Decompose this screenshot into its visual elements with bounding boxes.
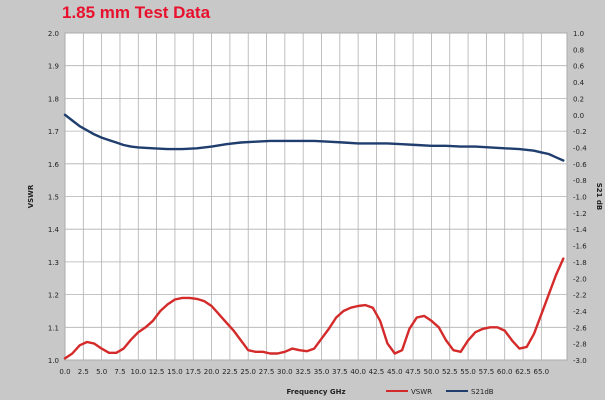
x-tick-label: 25.0 [240,368,256,376]
series-line-s21db [63,113,565,162]
y2-tick-label: -0.8 [573,177,587,185]
x-tick-label: 65.0 [534,368,550,376]
x-tick-label: 35.0 [314,368,330,376]
y2-tick-label: -3.0 [573,357,587,365]
chart-title: 1.85 mm Test Data [62,3,211,22]
x-tick-label: 2.5 [78,368,89,376]
y2-tick-label: -1.4 [573,226,587,234]
x-tick-label: 12.5 [149,368,165,376]
y2-tick-label: -0.6 [573,161,587,169]
x-tick-label: 47.5 [405,368,421,376]
y2-axis-label: S21 dB [595,183,603,211]
x-tick-label: 20.0 [204,368,220,376]
y-tick-label: 1.4 [48,226,60,234]
x-tick-label: 27.5 [259,368,275,376]
x-tick-label: 7.5 [114,368,125,376]
x-tick-label: 22.5 [222,368,238,376]
y2-tick-label: -1.6 [573,243,587,251]
x-tick-label: 30.0 [277,368,293,376]
y-tick-label: 1.7 [48,128,59,136]
x-tick-label: 52.5 [442,368,458,376]
x-tick-label: 37.5 [332,368,348,376]
y-tick-label: 2.0 [48,30,59,38]
y2-tick-label: -1.0 [573,194,587,202]
y2-tick-label: 0.8 [573,46,584,54]
y2-tick-label: -1.2 [573,210,587,218]
y2-tick-label: 1.0 [573,30,584,38]
y2-tick-label: 0.4 [573,79,585,87]
y-tick-label: 1.5 [48,194,59,202]
y2-tick-label: -0.2 [573,128,587,136]
x-tick-label: 42.5 [369,368,385,376]
y-tick-label: 1.6 [48,161,60,169]
y2-tick-label: 0.0 [573,112,584,120]
y-tick-label: 1.9 [48,63,59,71]
y-tick-label: 1.3 [48,259,59,267]
y2-tick-label: -1.8 [573,259,587,267]
y-tick-label: 1.0 [48,357,59,365]
y2-tick-label: 0.2 [573,95,584,103]
y2-tick-label: -2.0 [573,275,587,283]
y-axis-label: VSWR [27,184,35,208]
y-tick-label: 1.2 [48,292,59,300]
x-tick-label: 10.0 [130,368,146,376]
series-line-vswr [63,257,565,360]
x-tick-label: 0.0 [59,368,70,376]
y-tick-label: 1.1 [48,324,59,332]
legend-label: S21dB [471,388,494,396]
y2-tick-label: 0.6 [573,63,585,71]
x-tick-label: 57.5 [479,368,495,376]
x-tick-label: 32.5 [295,368,311,376]
y2-tick-label: -2.4 [573,308,587,316]
legend-label: VSWR [411,388,432,396]
y2-tick-label: -0.4 [573,144,587,152]
x-tick-label: 60.0 [497,368,513,376]
y2-tick-label: -2.6 [573,324,587,332]
y2-tick-label: -2.8 [573,341,587,349]
x-axis-label: Frequency GHz [286,388,345,396]
x-tick-label: 15.0 [167,368,183,376]
x-tick-label: 50.0 [424,368,440,376]
x-tick-label: 17.5 [185,368,201,376]
x-tick-label: 55.0 [460,368,476,376]
y-tick-label: 1.8 [48,95,59,103]
x-tick-label: 62.5 [515,368,531,376]
x-tick-label: 45.0 [387,368,403,376]
x-tick-label: 40.0 [350,368,366,376]
x-tick-label: 5.0 [96,368,107,376]
y2-tick-label: -2.2 [573,292,587,300]
